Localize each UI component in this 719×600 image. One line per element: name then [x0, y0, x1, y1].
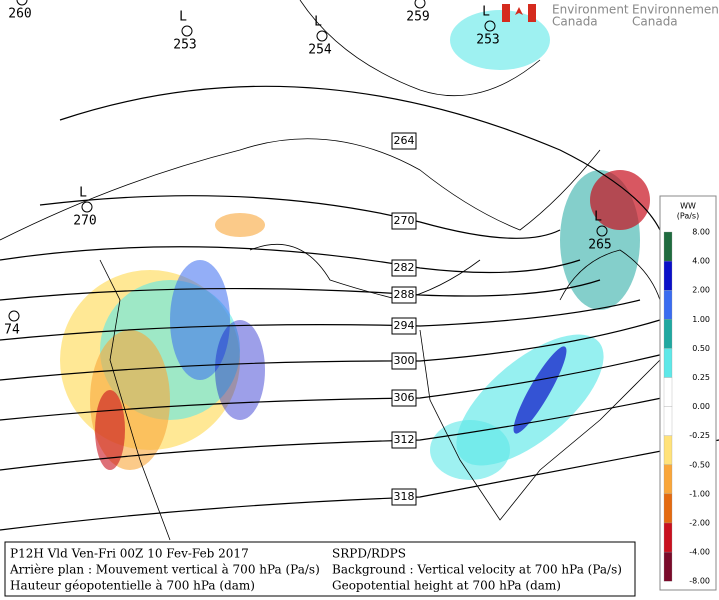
low-value: 259 [406, 10, 429, 25]
low-marker [484, 20, 496, 32]
contour-label: 288 [394, 288, 415, 301]
legend-swatch [663, 348, 673, 378]
legend-swatch [663, 231, 673, 262]
legend-label: -0.25 [689, 431, 710, 440]
contour-label-box [391, 317, 417, 335]
low-symbol: L [179, 10, 187, 25]
contour-label-box [391, 286, 417, 304]
low-marker [414, 0, 426, 9]
legend-swatch [663, 522, 673, 553]
info-right: SRPD/RDPS [332, 547, 406, 561]
legend-label: 1.00 [692, 315, 710, 324]
info-left: Arrière plan : Mouvement vertical à 700 … [9, 563, 320, 577]
low-value: 74 [4, 323, 20, 338]
contour-label: 294 [394, 319, 415, 332]
legend-swatch [663, 493, 673, 524]
logo-fr: Canada [632, 15, 678, 29]
legend-label: -4.00 [689, 548, 710, 557]
legend: WW(Pa/s) 8.00 4.00 2.00 1.00 0.50 0.25 0.00 -0.2… [659, 195, 717, 591]
legend-swatch [663, 377, 673, 407]
low-value: 253 [173, 38, 196, 53]
legend-label: 0.50 [692, 344, 710, 353]
legend-swatch [663, 260, 673, 291]
legend-label: -8.00 [689, 577, 710, 586]
legend-swatch [663, 406, 673, 436]
legend-label: -2.00 [689, 519, 710, 528]
legend-label: 2.00 [692, 286, 710, 295]
low-marker [181, 25, 193, 37]
logo-en: Canada [552, 15, 598, 29]
info-left: P12H Vld Ven-Fri 00Z 10 Fev-Feb 2017 [10, 547, 249, 561]
legend-label: 8.00 [692, 228, 710, 237]
low-marker [16, 0, 28, 6]
contour-label-box [391, 259, 417, 277]
contour-label-box [391, 352, 417, 370]
low-marker [81, 201, 93, 213]
legend-label: -1.00 [689, 489, 710, 498]
contour-label-box [391, 488, 417, 506]
legend-label: -0.50 [689, 460, 710, 469]
legend-label: 0.25 [692, 373, 710, 382]
info-right: Geopotential height at 700 hPa (dam) [332, 579, 561, 593]
contour-label-box [391, 389, 417, 407]
low-marker [316, 30, 328, 42]
info-panel: P12H Vld Ven-Fri 00Z 10 Fev-Feb 2017 Arri… [4, 541, 636, 597]
contour-labels: 264 270 282 288 294 300 306 312 318 [391, 132, 417, 506]
contour-label: 300 [394, 354, 415, 367]
contour-label-box [391, 132, 417, 150]
coastlines [0, 0, 661, 541]
contour-label-box [391, 212, 417, 230]
low-value: 270 [73, 214, 96, 229]
contour-label: 270 [394, 214, 415, 227]
low-value: 253 [476, 33, 499, 48]
legend-title: WW [680, 202, 696, 211]
legend-swatch [663, 319, 673, 349]
contour-label: 306 [394, 391, 415, 404]
low-value: 254 [308, 43, 332, 58]
contour-label: 264 [394, 134, 415, 147]
logo-en: Environment [552, 3, 629, 17]
contour-label: 312 [394, 433, 415, 446]
low-symbol: L [314, 15, 322, 30]
low-value: 265 [588, 238, 611, 253]
info-left: Hauteur géopotentielle à 700 hPa (dam) [10, 579, 255, 593]
low-value: 260 [8, 7, 31, 22]
contour-label: 318 [394, 490, 415, 503]
low-centers: 260 L 253 L 254 259 L 253 L 270 74 L 265 [4, 0, 612, 338]
contour-label: 282 [394, 261, 415, 274]
legend-swatch [663, 551, 673, 582]
legend-swatch [663, 435, 673, 465]
logo-fr: Environnement [632, 3, 719, 17]
low-symbol: L [594, 210, 602, 225]
legend-label: 4.00 [692, 257, 710, 266]
info-right: Background : Vertical velocity at 700 hP… [332, 563, 622, 577]
low-symbol: L [79, 186, 87, 201]
low-marker [8, 310, 20, 322]
low-marker [596, 225, 608, 237]
contour-label-box [391, 431, 417, 449]
legend-swatch [663, 464, 673, 495]
legend-units: (Pa/s) [677, 212, 699, 221]
low-symbol: L [482, 5, 490, 20]
legend-label: 0.00 [692, 402, 710, 411]
legend-swatch [663, 290, 673, 320]
